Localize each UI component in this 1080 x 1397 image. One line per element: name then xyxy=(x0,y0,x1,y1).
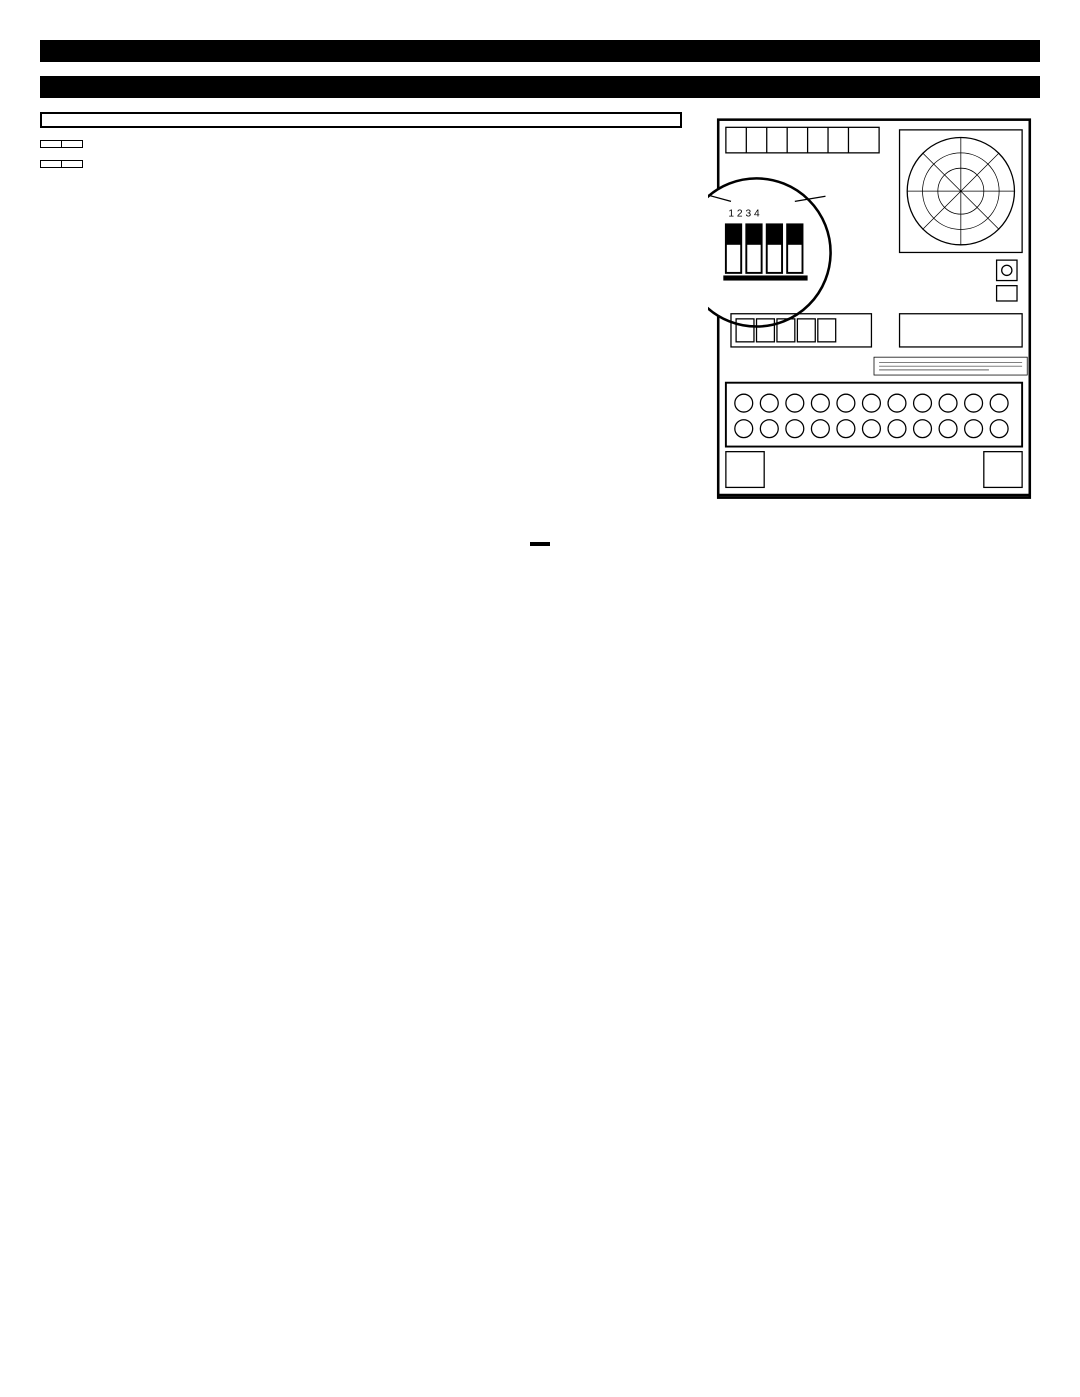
section-banner-installation xyxy=(40,76,1040,98)
page-number-badge xyxy=(530,542,550,546)
ups-rear-panel-icon: 1 2 3 4 xyxy=(708,112,1040,508)
freq-th-2 xyxy=(62,161,83,168)
frequency-table xyxy=(40,160,83,168)
voltage-th-1 xyxy=(41,141,62,148)
install-left-column xyxy=(40,112,682,514)
voltage-th-2 xyxy=(62,141,83,148)
install-right-column: 1 2 3 4 xyxy=(700,112,1040,514)
voltage-table xyxy=(40,140,83,148)
dip-settings-header xyxy=(40,112,682,128)
page-footer xyxy=(40,532,1040,552)
section-banner-panneaux xyxy=(40,40,1040,62)
zoom-dip-numbers: 1 2 3 4 xyxy=(728,209,760,220)
freq-th-1 xyxy=(41,161,62,168)
back-panel-diagram: 1 2 3 4 xyxy=(708,112,1040,514)
